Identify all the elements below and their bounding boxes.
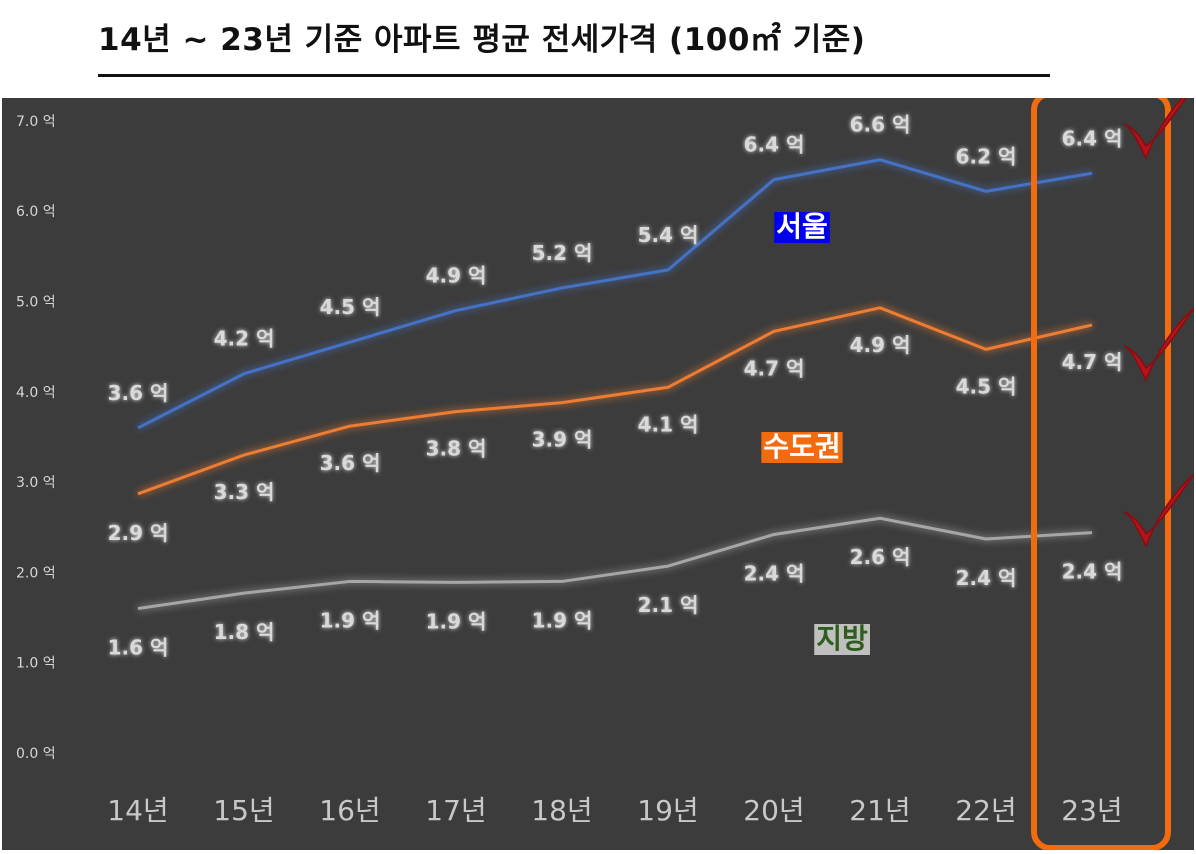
data-label: 2.1 억 (638, 593, 699, 617)
data-label: 6.2 억 (956, 144, 1017, 168)
y-tick-label: 4.0 억 (16, 385, 56, 401)
series-name-background (761, 432, 843, 463)
data-labels: 3.6 억 4.2 억 4.5 억 4.9 억 5.2 억 5.4 억 6.4 억 6.6 억… (108, 113, 1123, 660)
data-label: 6.4 억 (1062, 126, 1123, 150)
y-axis: 0.0 억 1.0 억 2.0 억 3.0 억 4.0 억 5.0 억 6.0 억 7.0 억 (16, 114, 56, 762)
x-tick-label: 21년 (849, 794, 910, 827)
check-mark-icon (1123, 307, 1194, 382)
title-underline (98, 74, 1050, 77)
series-name-label: 지방 (816, 622, 868, 655)
data-label: 2.4 억 (1062, 560, 1123, 584)
data-label: 4.7 억 (1062, 350, 1123, 374)
x-tick-label: 15년 (213, 794, 274, 827)
x-tick-label: 22년 (955, 794, 1016, 827)
x-tick-label: 19년 (637, 794, 698, 827)
x-tick-label: 23년 (1061, 794, 1122, 827)
data-label: 5.2 억 (532, 241, 593, 265)
data-label: 3.8 억 (426, 437, 487, 461)
data-label: 2.4 억 (744, 561, 805, 585)
y-tick-label: 5.0 억 (16, 295, 56, 311)
data-label: 4.5 억 (956, 374, 1017, 398)
x-tick-label: 16년 (319, 794, 380, 827)
data-label: 1.8 억 (214, 620, 275, 644)
series-name-background (774, 212, 830, 243)
data-label: 1.9 억 (532, 608, 593, 632)
x-tick-label: 20년 (743, 794, 804, 827)
data-label: 2.6 억 (850, 545, 911, 569)
x-axis: 14년 15년 16년 17년 18년 19년 20년 21년 22년 23년 (107, 794, 1122, 827)
data-label: 2.4 억 (956, 566, 1017, 590)
data-label: 4.9 억 (426, 264, 487, 288)
data-label: 4.5 억 (320, 295, 381, 319)
check-mark-icon (1123, 98, 1187, 160)
data-label: 3.3 억 (214, 480, 275, 504)
chart-plot-area: 0.0 억 1.0 억 2.0 억 3.0 억 4.0 억 5.0 억 6.0 억 7.0 억… (2, 98, 1194, 850)
data-label: 1.9 억 (426, 609, 487, 633)
chart-title: 14년 ~ 23년 기준 아파트 평균 전세가격 (100㎡ 기준) (98, 22, 866, 58)
series-layer (137, 158, 1093, 611)
y-tick-label: 2.0 억 (16, 565, 56, 581)
data-label: 3.6 억 (108, 381, 169, 405)
y-tick-label: 0.0 억 (16, 746, 56, 762)
data-label: 1.9 억 (320, 608, 381, 632)
data-label: 3.6 억 (320, 451, 381, 475)
highlight-layer (1031, 98, 1194, 850)
data-label: 2.9 억 (108, 521, 169, 545)
x-tick-label: 18년 (531, 794, 592, 827)
series-line-1 (137, 306, 1093, 496)
series-name-background (814, 624, 870, 655)
data-label: 4.9 억 (850, 333, 911, 357)
data-label: 6.6 억 (850, 113, 911, 137)
data-label: 6.4 억 (744, 133, 805, 157)
data-label: 4.2 억 (214, 327, 275, 351)
series-name-label: 서울 (776, 210, 828, 243)
series-line-2 (137, 516, 1093, 611)
line-chart: 0.0 억 1.0 억 2.0 억 3.0 억 4.0 억 5.0 억 6.0 억 7.0 억… (16, 98, 1194, 850)
y-tick-label: 3.0 억 (16, 475, 56, 491)
highlight-box-23 (1031, 98, 1171, 850)
y-tick-label: 6.0 억 (16, 204, 56, 220)
x-tick-label: 14년 (107, 794, 168, 827)
data-label: 4.1 억 (638, 412, 699, 436)
data-label: 1.6 억 (108, 636, 169, 660)
series-name-label: 수도권 (763, 430, 840, 463)
y-tick-label: 7.0 억 (16, 114, 56, 130)
series-line-0 (137, 158, 1093, 430)
x-tick-label: 17년 (425, 794, 486, 827)
data-label: 3.9 억 (532, 428, 593, 452)
check-mark-icon (1123, 473, 1194, 548)
data-label: 5.4 억 (638, 223, 699, 247)
data-label: 4.7 억 (744, 356, 805, 380)
y-tick-label: 1.0 억 (16, 656, 56, 672)
